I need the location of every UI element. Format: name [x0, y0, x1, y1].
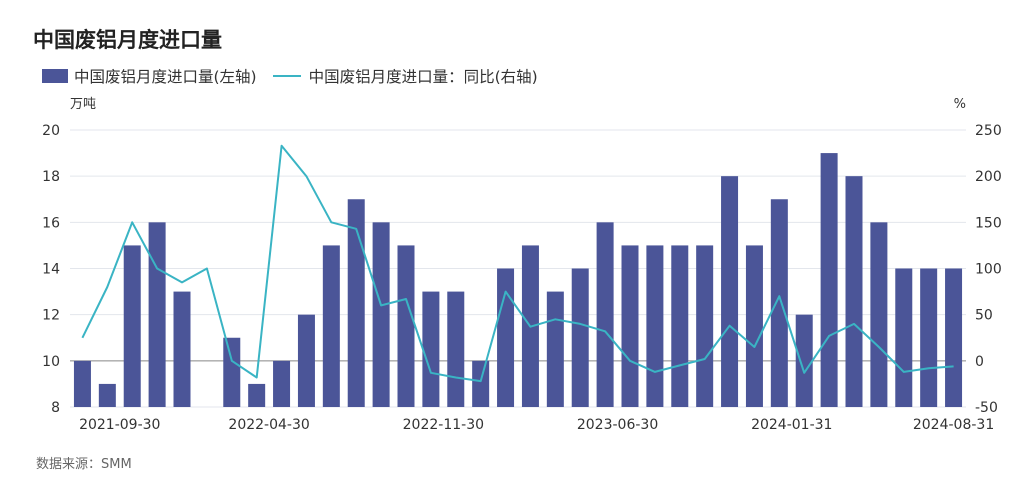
x-tick-label: 2024-08-31 [913, 417, 994, 433]
legend-bar-label: 中国废铝月度进口量(左轴) [74, 68, 257, 86]
bar [322, 245, 340, 407]
right-tick-label: 100 [975, 262, 1002, 278]
bar [273, 360, 291, 407]
bar [347, 199, 365, 407]
right-tick-label: 250 [975, 123, 1002, 139]
bar [571, 268, 589, 407]
bar [920, 268, 938, 407]
bar [870, 222, 888, 407]
chart-title: 中国废铝月度进口量 [33, 28, 222, 52]
bar [297, 314, 315, 407]
bar [148, 222, 166, 407]
left-axis-unit: 万吨 [70, 97, 96, 112]
bar [895, 268, 913, 407]
bar [372, 222, 390, 407]
bar [820, 153, 838, 407]
bar [73, 360, 91, 407]
legend-line-label: 中国废铝月度进口量：同比(右轴) [308, 68, 538, 86]
data-source: 数据来源：SMM [36, 457, 132, 472]
legend-item-bar[interactable]: 中国废铝月度进口量(左轴) [42, 65, 257, 87]
bar [721, 176, 739, 407]
bar [98, 383, 116, 407]
bar [795, 314, 813, 407]
bar [422, 291, 440, 407]
bar [472, 360, 490, 407]
line-series [81, 144, 954, 383]
bar [497, 268, 515, 407]
bar [173, 291, 191, 407]
right-tick-label: 200 [975, 169, 1002, 185]
x-tick-label: 2024-01-31 [751, 417, 832, 433]
bar [845, 176, 863, 407]
legend-bar-swatch [42, 69, 68, 83]
chart-legend: 中国废铝月度进口量(左轴) 中国废铝月度进口量：同比(右轴) [42, 64, 554, 88]
legend-item-line[interactable]: 中国废铝月度进口量：同比(右轴) [272, 65, 538, 87]
right-tick-label: 150 [975, 215, 1002, 231]
bar [447, 291, 465, 407]
bar [621, 245, 639, 407]
left-tick-label: 8 [51, 400, 60, 416]
bar-series [73, 153, 963, 407]
left-tick-label: 16 [42, 215, 60, 231]
right-tick-label: 0 [975, 354, 984, 370]
bar [397, 245, 415, 407]
bar [770, 199, 788, 407]
x-tick-label: 2022-11-30 [403, 417, 484, 433]
bar [671, 245, 689, 407]
x-tick-label: 2021-09-30 [79, 417, 160, 433]
left-tick-label: 20 [42, 123, 60, 139]
right-tick-label: -50 [975, 400, 998, 416]
left-tick-label: 12 [42, 308, 60, 324]
legend-line-swatch [272, 75, 301, 77]
bar [546, 291, 564, 407]
grid-lines [70, 129, 966, 408]
bar [696, 245, 714, 407]
bar [596, 222, 614, 407]
bar [945, 268, 963, 407]
right-axis-unit: % [954, 97, 966, 112]
right-tick-label: 50 [975, 308, 993, 324]
left-tick-label: 18 [42, 169, 60, 185]
left-tick-label: 10 [42, 354, 60, 370]
bar [248, 383, 266, 407]
bar [745, 245, 763, 407]
yoy-line [81, 144, 954, 383]
x-tick-label: 2023-06-30 [577, 417, 658, 433]
left-tick-label: 14 [42, 262, 60, 278]
axes: 8 10 12 14 16 18 20 -50 0 50 100 150 200 250 万吨 % 2021-0… [42, 97, 1002, 433]
bar [123, 245, 141, 407]
bar [223, 337, 241, 407]
x-tick-label: 2022-04-30 [228, 417, 309, 433]
bar [646, 245, 664, 407]
